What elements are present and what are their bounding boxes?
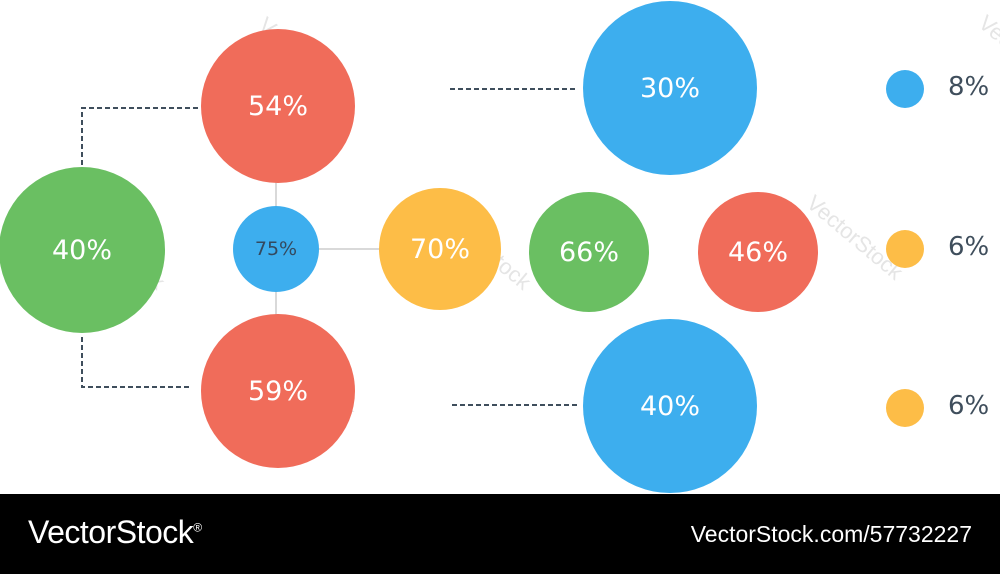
circle-label: 40% [51, 234, 112, 266]
circle-left-big: 40% [0, 167, 165, 333]
circle-label: 66% [558, 236, 619, 268]
infographic-diagram: VectorStockVectorStockVectorStockVectorS… [0, 1, 1000, 493]
registered-mark: ® [193, 520, 202, 535]
legend-dot-yellow [886, 389, 924, 427]
circle-label: 30% [639, 72, 700, 104]
circle-label: 40% [639, 390, 700, 422]
footer-bar: VectorStock® VectorStock.com/57732227 [0, 494, 1000, 574]
circle-label: 54% [247, 90, 308, 122]
circle-label: 59% [247, 375, 308, 407]
circle-mid-green: 66% [529, 192, 649, 312]
dashed-connector-bottom-left [81, 337, 190, 388]
connector-lines [81, 88, 578, 406]
circle-top: 54% [201, 29, 355, 183]
legend-label: 6% [948, 232, 990, 262]
circle-top-right: 30% [583, 1, 757, 175]
legend-dot-yellow [886, 230, 924, 268]
legend-label: 8% [948, 72, 990, 102]
circle-mid-yellow: 70% [379, 188, 501, 310]
footer-image-id: VectorStock.com/57732227 [690, 521, 972, 547]
circle-label: 46% [727, 236, 788, 268]
circle-bottom-right: 40% [583, 319, 757, 493]
circle-mid-red: 46% [698, 192, 818, 312]
circle-center: 75% [233, 206, 319, 292]
legend-dot-blue [886, 70, 924, 108]
circle-label: 70% [409, 233, 470, 265]
circle-bottom: 59% [201, 314, 355, 468]
legend-label: 6% [948, 391, 990, 421]
circle-label: 75% [254, 238, 298, 260]
footer-brand: VectorStock® [28, 514, 202, 551]
footer-brand-name: VectorStock [28, 514, 194, 550]
dashed-connector-top-left [81, 107, 201, 165]
